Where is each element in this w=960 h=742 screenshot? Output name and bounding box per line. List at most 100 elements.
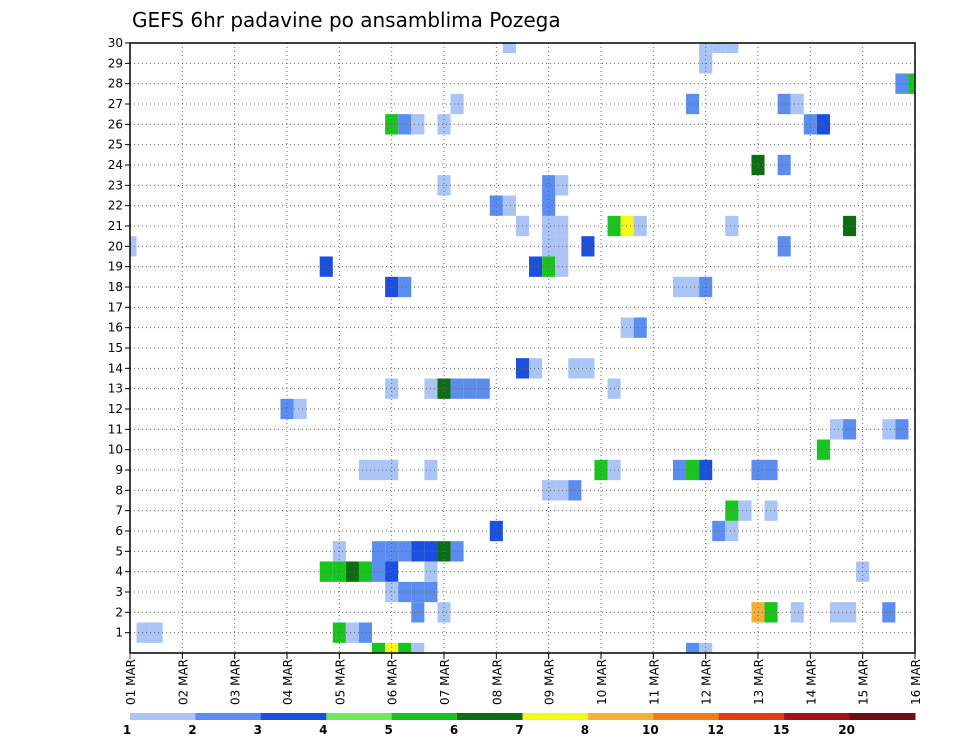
y-tick-label: 16	[108, 321, 123, 335]
y-tick-label: 26	[108, 117, 123, 131]
colorbar-label: 3	[254, 723, 262, 737]
precip-cell	[725, 520, 739, 542]
y-tick-label: 4	[115, 565, 123, 579]
precip-cell	[777, 236, 791, 257]
y-tick-label: 9	[115, 463, 123, 477]
x-tick-label: 16 MAR	[909, 659, 923, 705]
precip-cell	[529, 256, 543, 277]
precip-cell	[502, 195, 516, 216]
y-tick-label: 25	[108, 138, 123, 152]
precip-cell	[738, 500, 752, 521]
precip-cell	[358, 622, 373, 643]
y-tick-label: 30	[108, 36, 123, 50]
x-tick-label: 12 MAR	[700, 659, 714, 705]
colorbar-label: 12	[707, 723, 724, 737]
precip-cell	[437, 114, 451, 135]
precip-cell	[293, 398, 307, 420]
precip-cell	[358, 459, 373, 481]
colorbar-swatch	[260, 713, 327, 720]
precip-cell	[777, 154, 791, 176]
colorbar-label: 5	[384, 723, 392, 737]
precip-cell	[437, 175, 451, 196]
precip-cell	[764, 602, 778, 623]
precip-cell	[712, 43, 726, 54]
precip-cell	[345, 622, 359, 643]
precip-cell	[829, 419, 844, 440]
precip-cell	[843, 419, 857, 440]
precip-cell	[686, 642, 700, 653]
precip-cell	[620, 215, 634, 237]
precip-cell	[764, 459, 778, 481]
precip-cell	[555, 175, 569, 196]
y-tick-label: 20	[108, 239, 123, 253]
colorbar-swatch	[457, 713, 523, 720]
x-tick-label: 02 MAR	[176, 659, 190, 705]
precip-cell	[411, 114, 425, 135]
colorbar-label: 1	[123, 723, 131, 737]
precip-cell	[581, 236, 595, 257]
precip-cell	[555, 236, 569, 257]
precip-cell	[816, 114, 830, 135]
precip-cell	[542, 175, 556, 196]
precip-cell	[345, 561, 359, 582]
precip-cell	[476, 378, 490, 399]
precip-cell	[725, 215, 739, 237]
x-tick-label: 08 MAR	[490, 659, 504, 705]
colorbar-swatch	[718, 713, 785, 720]
precip-cell	[411, 602, 425, 623]
precip-cell	[450, 93, 464, 115]
precip-cell	[686, 93, 700, 115]
colorbar-swatch	[522, 713, 589, 720]
y-tick-label: 12	[108, 402, 123, 416]
x-tick-label: 11 MAR	[647, 659, 661, 705]
precip-cell	[908, 73, 915, 94]
x-tick-label: 04 MAR	[281, 659, 295, 705]
precip-cell	[777, 93, 791, 115]
precip-cell	[411, 541, 425, 562]
precip-cell	[332, 622, 346, 643]
colorbar-swatch	[391, 713, 458, 720]
y-tick-label: 22	[108, 199, 123, 213]
precip-cell	[542, 480, 556, 501]
precip-cell	[385, 378, 399, 399]
y-tick-label: 2	[115, 605, 123, 619]
x-tick-label: 13 MAR	[752, 659, 766, 705]
y-tick-label: 6	[115, 524, 123, 538]
precip-cell	[149, 622, 163, 643]
precip-cell	[672, 276, 687, 298]
colorbar-swatch	[653, 713, 720, 720]
precip-cell	[843, 215, 857, 237]
y-axis: 1234567891011121314151617181920212223242…	[108, 36, 130, 640]
y-tick-label: 23	[108, 178, 123, 192]
x-tick-label: 15 MAR	[857, 659, 871, 705]
precip-cell	[764, 500, 778, 521]
y-tick-label: 28	[108, 77, 123, 91]
precip-cell	[489, 520, 503, 542]
x-tick-label: 03 MAR	[229, 659, 243, 705]
precip-cell	[555, 215, 569, 237]
colorbar-label: 8	[581, 723, 589, 737]
colorbar-swatch	[326, 713, 393, 720]
precip-cell	[843, 602, 857, 623]
precip-cell	[725, 500, 739, 521]
precip-cell	[790, 93, 804, 115]
precip-cell	[398, 642, 412, 653]
precip-cell	[398, 114, 412, 135]
y-tick-label: 24	[108, 158, 123, 172]
precip-cell	[581, 358, 595, 379]
x-tick-label: 01 MAR	[124, 659, 138, 705]
precip-cell	[542, 256, 556, 277]
precip-cell	[398, 541, 412, 562]
precip-cell	[699, 276, 713, 298]
precip-cell	[882, 419, 896, 440]
precip-cell	[686, 276, 700, 298]
precip-cell	[411, 581, 425, 603]
y-tick-label: 8	[115, 483, 123, 497]
y-tick-label: 15	[108, 341, 123, 355]
y-tick-label: 11	[108, 422, 123, 436]
colorbar-label: 2	[188, 723, 196, 737]
colorbar-label: 15	[773, 723, 790, 737]
y-tick-label: 21	[108, 219, 123, 233]
x-axis: 01 MAR 02 MAR 03 MAR 04 MAR 05 MAR 06 MAR 07 M…	[124, 653, 923, 705]
colorbar-swatch	[587, 713, 654, 720]
